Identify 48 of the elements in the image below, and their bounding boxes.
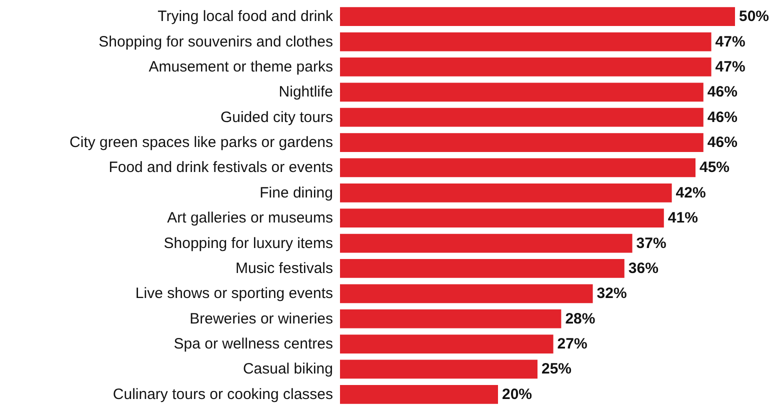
- bar: [340, 284, 593, 304]
- data-label: 46%: [707, 84, 738, 101]
- data-label: 28%: [565, 310, 596, 328]
- bar: [340, 108, 704, 127]
- data-label: 36%: [628, 260, 658, 277]
- bar: [340, 259, 624, 278]
- bar: [340, 82, 704, 102]
- data-label: 42%: [676, 184, 706, 202]
- data-label: 47%: [715, 58, 746, 76]
- bar: [340, 360, 538, 379]
- y-tick-label: Guided city tours: [220, 108, 333, 126]
- y-tick-label: Amusement or theme parks: [148, 58, 333, 76]
- data-label: 37%: [636, 234, 666, 252]
- y-tick-label: City green spaces like parks or gardens: [70, 134, 333, 152]
- data-label: 41%: [668, 210, 698, 227]
- y-tick-label: Spa or wellness centres: [174, 336, 333, 353]
- data-label: 47%: [715, 33, 746, 50]
- data-label: 25%: [542, 360, 572, 378]
- y-tick-label: Breweries or wineries: [190, 310, 333, 328]
- data-label: 46%: [707, 134, 738, 152]
- data-label: 46%: [707, 108, 738, 126]
- bar: [340, 58, 712, 76]
- bar: [340, 133, 704, 152]
- y-tick-label: Shopping for souvenirs and clothes: [98, 33, 333, 50]
- y-tick-label: Shopping for luxury items: [164, 234, 333, 252]
- y-tick-label: Music festivals: [235, 260, 333, 277]
- y-tick-label: Nightlife: [278, 84, 333, 101]
- y-tick-label: Trying local food and drink: [158, 8, 334, 26]
- bar: [340, 309, 562, 328]
- bar: [340, 7, 735, 26]
- y-tick-label: Food and drink festivals or events: [108, 159, 333, 176]
- bar: [340, 208, 664, 228]
- bar: [340, 234, 632, 253]
- data-label: 20%: [502, 386, 532, 403]
- y-tick-label: Live shows or sporting events: [135, 285, 333, 302]
- data-label: 32%: [596, 285, 627, 302]
- data-label: 50%: [739, 8, 770, 26]
- y-tick-label: Fine dining: [260, 184, 333, 202]
- y-tick-label: Culinary tours or cooking classes: [112, 386, 333, 403]
- data-label: 45%: [700, 159, 730, 176]
- bar: [340, 183, 672, 202]
- y-tick-label: Casual biking: [242, 360, 333, 378]
- y-tick-label: Art galleries or museums: [167, 210, 333, 227]
- bar: [340, 32, 712, 52]
- bar: [340, 384, 498, 404]
- data-label: 27%: [557, 336, 588, 353]
- bar: [340, 334, 554, 354]
- bar: [340, 158, 696, 178]
